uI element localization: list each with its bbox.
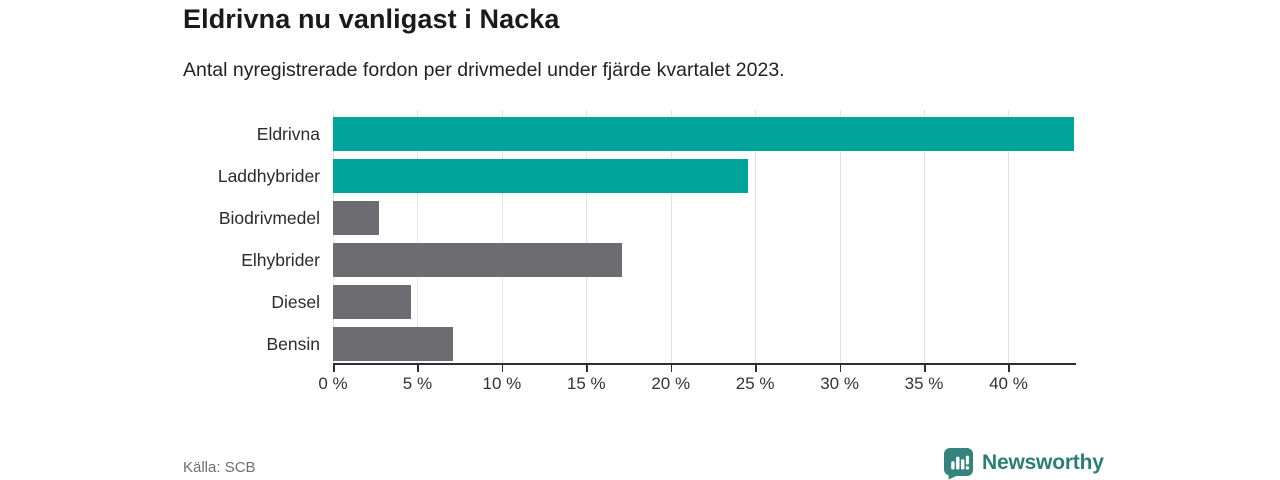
chart-title: Eldrivna nu vanligast i Nacka bbox=[183, 4, 560, 34]
bar-biodrivmedel bbox=[333, 201, 379, 235]
x-axis-tick-label: 20 % bbox=[651, 374, 691, 393]
x-axis-tick-label: 40 % bbox=[989, 374, 1028, 393]
bar-laddhybrider bbox=[333, 159, 749, 193]
x-axis-tick bbox=[924, 365, 926, 372]
x-axis-tick bbox=[417, 365, 419, 372]
bar-elhybrider bbox=[333, 243, 622, 277]
x-axis-tick-label: 35 % bbox=[904, 374, 944, 393]
bar-bensin bbox=[333, 327, 453, 361]
category-label-diesel: Diesel bbox=[271, 291, 320, 312]
x-axis-tick-label: 0 % bbox=[318, 374, 348, 393]
gridline bbox=[924, 110, 926, 363]
gridline bbox=[586, 110, 588, 363]
x-axis-tick bbox=[755, 365, 757, 372]
source-note: Källa: SCB bbox=[183, 459, 256, 476]
x-axis-tick-label: 10 % bbox=[482, 374, 522, 393]
category-label-bensin: Bensin bbox=[266, 333, 320, 354]
x-axis-tick-label: 30 % bbox=[820, 374, 859, 393]
x-axis-tick-label: 15 % bbox=[566, 374, 606, 393]
x-axis-tick bbox=[333, 365, 335, 372]
x-axis-line bbox=[333, 363, 1076, 365]
x-axis-tick bbox=[1008, 365, 1010, 372]
x-axis-tick-label: 5 % bbox=[402, 374, 433, 393]
x-axis-tick bbox=[670, 365, 673, 372]
chart-subtitle: Antal nyregistrerade fordon per drivmede… bbox=[183, 59, 785, 81]
x-axis-tick bbox=[839, 365, 842, 372]
gridline bbox=[670, 110, 672, 363]
gridline bbox=[333, 110, 334, 363]
category-label-laddhybrider: Laddhybrider bbox=[217, 165, 320, 186]
gridline bbox=[417, 110, 419, 363]
x-axis-tick bbox=[586, 365, 588, 372]
category-label-elhybrider: Elhybrider bbox=[241, 249, 320, 270]
newsworthy-logo-text: Newsworthy bbox=[982, 451, 1104, 474]
gridline bbox=[501, 110, 503, 363]
x-axis-tick bbox=[501, 365, 504, 372]
gridline bbox=[839, 110, 841, 363]
category-label-eldrivna: Eldrivna bbox=[256, 123, 320, 144]
bar-eldrivna bbox=[333, 117, 1075, 151]
x-axis-tick-label: 25 % bbox=[735, 374, 775, 393]
category-label-biodrivmedel: Biodrivmedel bbox=[218, 207, 320, 228]
gridline bbox=[755, 110, 757, 363]
bar-diesel bbox=[333, 285, 411, 319]
gridline bbox=[1008, 110, 1010, 363]
newsworthy-logo[interactable]: Newsworthy bbox=[943, 446, 1104, 480]
newsworthy-logo-icon bbox=[943, 447, 974, 480]
